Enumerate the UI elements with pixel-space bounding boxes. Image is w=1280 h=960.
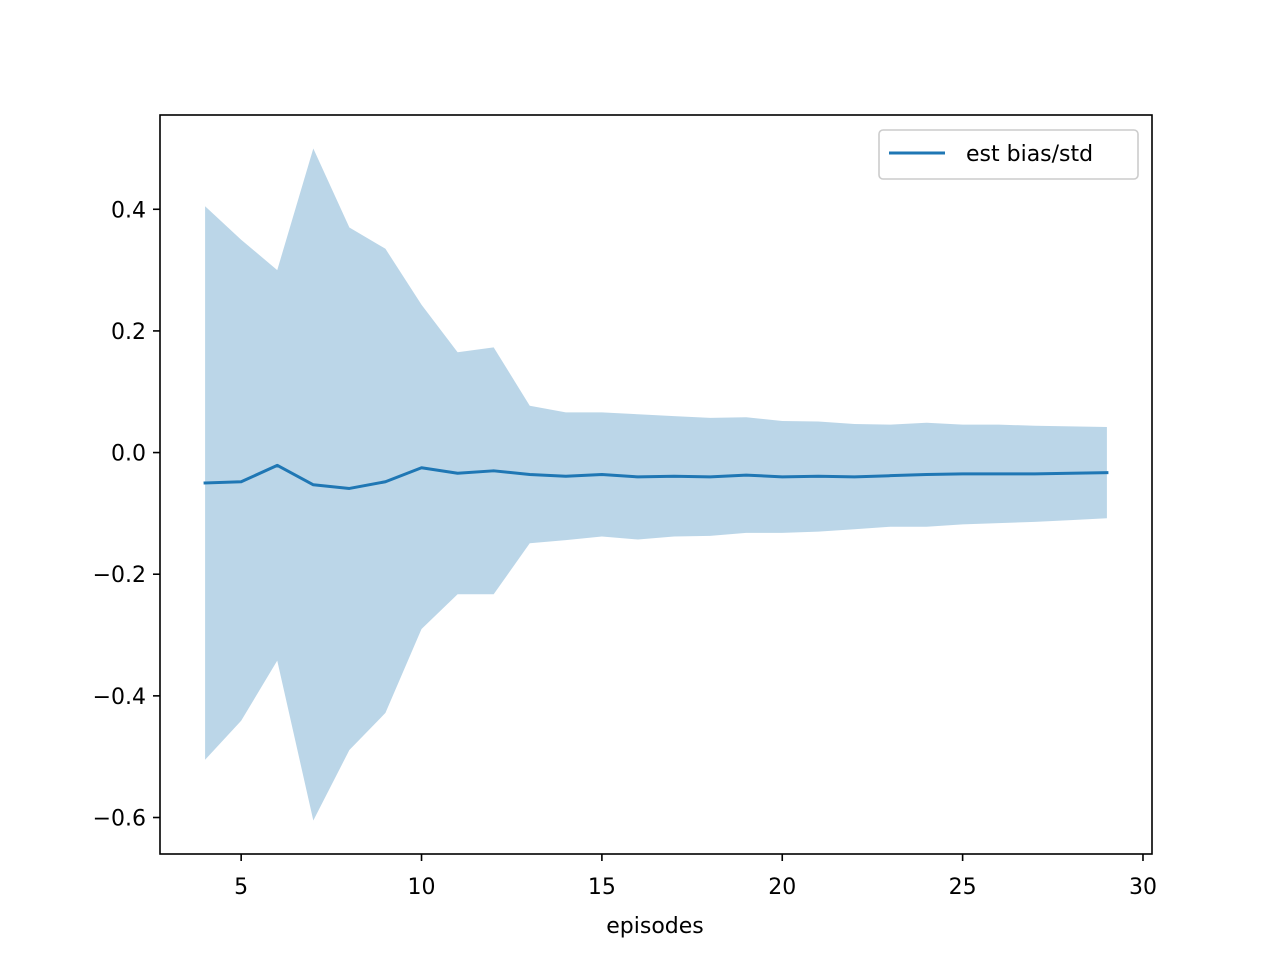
x-tick-label: 25 bbox=[949, 875, 977, 900]
plot-area bbox=[203, 148, 1109, 821]
y-tick-label: −0.6 bbox=[93, 807, 146, 832]
y-tick-label: 0.4 bbox=[111, 198, 146, 223]
legend-box bbox=[878, 129, 1139, 180]
x-axis-label: episodes bbox=[606, 914, 704, 939]
legend-label: est bias/std bbox=[966, 142, 1093, 167]
y-tick-label: −0.4 bbox=[93, 685, 146, 710]
legend: est bias/std bbox=[878, 129, 1139, 180]
series-line-est-bias-std bbox=[203, 463, 1109, 490]
x-tick-label: 5 bbox=[234, 875, 248, 900]
y-tick-label: −0.2 bbox=[93, 563, 146, 588]
x-tick-label: 30 bbox=[1129, 875, 1157, 900]
axes: 5 10 15 20 25 30 −0.6 −0.4 −0.2 0.0 0.2 0.4 bbox=[93, 114, 1157, 900]
axes-frame bbox=[159, 114, 1153, 855]
y-tick-label: 0.2 bbox=[111, 320, 146, 345]
std-band bbox=[205, 148, 1107, 821]
x-tick-label: 10 bbox=[408, 875, 436, 900]
y-tick-label: 0.0 bbox=[111, 442, 146, 467]
x-tick-label: 20 bbox=[768, 875, 796, 900]
x-tick-label: 15 bbox=[588, 875, 616, 900]
